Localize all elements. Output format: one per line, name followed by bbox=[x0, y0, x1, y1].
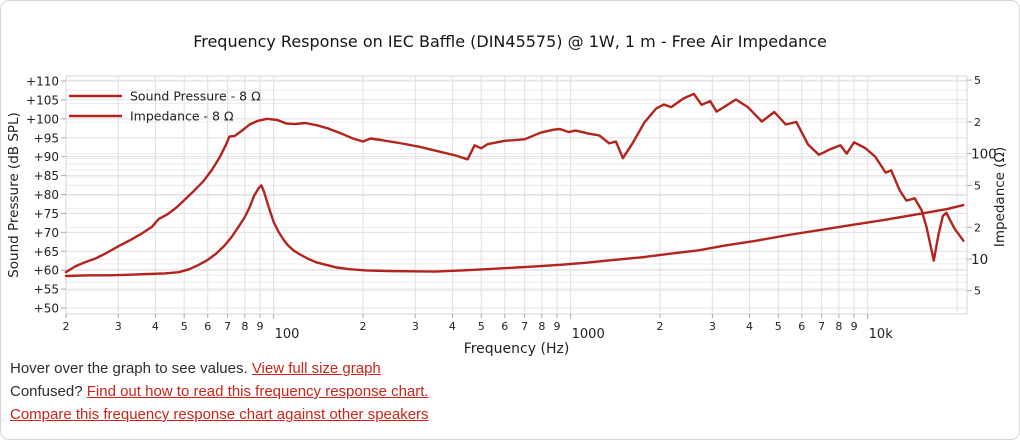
chart-footer: Hover over the graph to see values. View… bbox=[10, 357, 429, 426]
footer-line-confused: Confused? Find out how to read this freq… bbox=[10, 380, 429, 403]
spl-tick-label: +60 bbox=[34, 264, 59, 278]
frequency-major-label: 1000 bbox=[572, 327, 605, 342]
legend-label-impedance: Impedance - 8 Ω bbox=[130, 109, 234, 124]
frequency-minor-label: 8 bbox=[538, 320, 545, 333]
frequency-minor-label: 7 bbox=[818, 320, 825, 333]
spl-tick-label: +105 bbox=[26, 93, 59, 107]
frequency-minor-label: 7 bbox=[224, 320, 231, 333]
spl-tick-label: +85 bbox=[34, 169, 59, 183]
impedance-tick-label: 5 bbox=[974, 179, 981, 192]
frequency-major-label: 10k bbox=[869, 327, 894, 342]
frequency-minor-label: 9 bbox=[851, 320, 858, 333]
impedance-tick-label: 10 bbox=[971, 252, 988, 268]
frequency-minor-label: 3 bbox=[115, 320, 122, 333]
frequency-minor-label: 4 bbox=[746, 320, 753, 333]
impedance-tick-label: 5 bbox=[974, 285, 981, 298]
spl-tick-label: +75 bbox=[34, 207, 59, 221]
impedance-tick-label: 5 bbox=[974, 74, 981, 87]
spl-tick-label: +100 bbox=[26, 112, 59, 126]
frequency-minor-label: 4 bbox=[449, 320, 456, 333]
impedance-tick-label: 100 bbox=[971, 147, 997, 163]
spl-tick-label: +90 bbox=[34, 150, 59, 164]
frequency-minor-label: 3 bbox=[709, 320, 716, 333]
frequency-major-label: 100 bbox=[275, 327, 300, 342]
frequency-minor-label: 6 bbox=[204, 320, 211, 333]
footer-line-hover: Hover over the graph to see values. View… bbox=[10, 357, 429, 380]
frequency-response-chart[interactable]: +110 +105 +100 +95 +90 +85 +80 +75 +70 +65 +60 +55 +… bbox=[1, 1, 1020, 357]
frequency-minor-label: 8 bbox=[835, 320, 842, 333]
impedance-tick-label: 2 bbox=[974, 221, 981, 234]
frequency-minor-label: 3 bbox=[412, 320, 419, 333]
confused-text: Confused? bbox=[10, 383, 83, 400]
spl-tick-label: +65 bbox=[34, 245, 59, 259]
frequency-minor-label: 5 bbox=[775, 320, 782, 333]
left-axis-title: Sound Pressure (dB SPL) bbox=[6, 112, 22, 278]
frequency-minor-label: 4 bbox=[152, 320, 159, 333]
spl-tick-label: +110 bbox=[26, 75, 59, 89]
how-to-read-link[interactable]: Find out how to read this frequency resp… bbox=[86, 383, 429, 400]
view-full-size-link[interactable]: View full size graph bbox=[251, 360, 381, 377]
frequency-minor-label: 2 bbox=[360, 320, 367, 333]
frequency-minor-label: 2 bbox=[63, 320, 70, 333]
frequency-minor-label: 8 bbox=[241, 320, 248, 333]
frequency-minor-label: 7 bbox=[521, 320, 528, 333]
frequency-minor-label: 5 bbox=[181, 320, 188, 333]
right-axis-title: Impedance (Ω) bbox=[992, 147, 1008, 247]
spl-tick-label: +80 bbox=[34, 188, 59, 202]
spl-tick-label: +55 bbox=[34, 283, 59, 297]
x-axis-title: Frequency (Hz) bbox=[464, 341, 570, 357]
sound-pressure-curve[interactable] bbox=[64, 92, 965, 274]
spl-tick-label: +50 bbox=[34, 302, 59, 316]
footer-line-compare: Compare this frequency response chart ag… bbox=[10, 403, 429, 426]
compare-speakers-link[interactable]: Compare this frequency response chart ag… bbox=[10, 406, 429, 423]
spl-tick-label: +70 bbox=[34, 226, 59, 240]
hover-hint-text: Hover over the graph to see values. bbox=[10, 360, 248, 377]
frequency-minor-label: 9 bbox=[554, 320, 561, 333]
frequency-minor-label: 6 bbox=[798, 320, 805, 333]
frequency-minor-label: 9 bbox=[257, 320, 264, 333]
impedance-curve[interactable] bbox=[64, 184, 965, 278]
chart-title: Frequency Response on IEC Baffle (DIN455… bbox=[193, 32, 827, 51]
frequency-minor-label: 2 bbox=[657, 320, 664, 333]
frequency-minor-label: 6 bbox=[501, 320, 508, 333]
impedance-tick-label: 2 bbox=[974, 116, 981, 129]
spl-tick-label: +95 bbox=[34, 131, 59, 145]
legend-label-sound-pressure: Sound Pressure - 8 Ω bbox=[130, 89, 261, 104]
frequency-minor-label: 5 bbox=[478, 320, 485, 333]
